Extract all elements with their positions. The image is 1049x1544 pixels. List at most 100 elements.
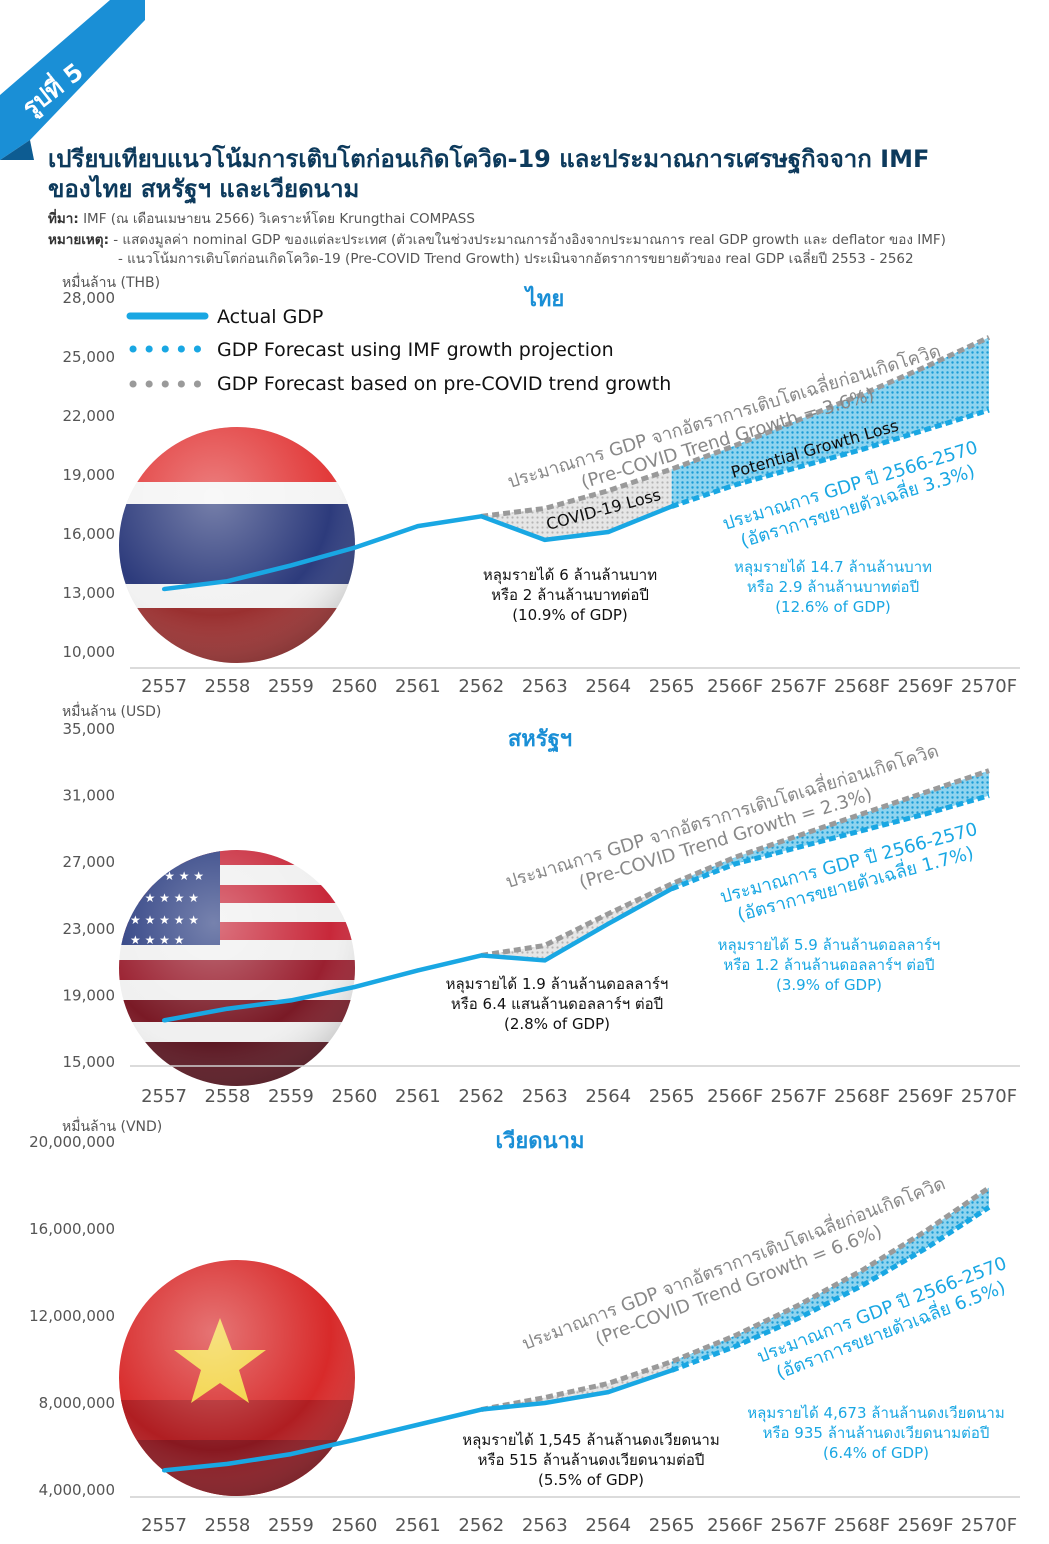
usa-actual-point <box>415 968 420 973</box>
thailand-actual-point <box>415 524 420 529</box>
thailand-y-tick-label: 16,000 <box>63 525 116 543</box>
vietnam-x-tick-label: 2570F <box>961 1515 1017 1536</box>
thailand-x-tick-label: 2568F <box>834 676 890 697</box>
thailand-actual-point <box>352 545 357 550</box>
thailand-x-tick-label: 2558 <box>205 676 251 697</box>
usa-covid-income-loss-text: หลุมรายได้ 1.9 ล้านล้านดอลลาร์ฯ <box>446 975 669 994</box>
thailand-y-axis-label: หมื่นล้าน (THB) <box>62 273 160 291</box>
thailand-x-tick-label: 2559 <box>268 676 314 697</box>
usa-forecast-income-loss-text: หลุมรายได้ 5.9 ล้านล้านดอลลาร์ฯ <box>718 936 941 955</box>
usa-imf-forecast-line <box>670 793 990 892</box>
thailand-x-tick-label: 2569F <box>897 676 953 697</box>
vietnam-x-tick-label: 2562 <box>458 1515 504 1536</box>
vietnam-actual-point <box>479 1407 484 1412</box>
thailand-forecast-income-loss-text: หรือ 2.9 ล้านล้านบาทต่อปี <box>747 578 919 596</box>
vietnam-forecast-income-loss-text: หลุมรายได้ 4,673 ล้านล้านดงเวียดนาม <box>747 1404 1004 1423</box>
usa-covid-income-loss-text: หรือ 6.4 แสนล้านดอลลาร์ฯ ต่อปี <box>451 995 663 1013</box>
vietnam-covid-income-loss-text: หลุมรายได้ 1,545 ล้านล้านดงเวียดนาม <box>462 1431 719 1450</box>
vietnam-x-tick-label: 2563 <box>522 1515 568 1536</box>
vietnam-trend-forecast-line <box>480 1185 991 1412</box>
thailand-imf-forecast-line <box>670 407 990 509</box>
vietnam-x-tick-label: 2566F <box>707 1515 763 1536</box>
vietnam-chart-title: เวียดนาม <box>496 1129 585 1154</box>
usa-y-axis-label: หมื่นล้าน (USD) <box>62 702 161 720</box>
thailand-y-tick-label: 10,000 <box>63 643 116 661</box>
usa-actual-point <box>669 886 674 891</box>
usa-y-tick-label: 31,000 <box>63 787 116 805</box>
usa-y-tick-label: 27,000 <box>63 853 116 871</box>
usa-x-tick-label: 2566F <box>707 1086 763 1107</box>
vietnam-y-tick-label: 4,000,000 <box>39 1481 115 1499</box>
usa-actual-point <box>288 998 293 1003</box>
vietnam-x-tick-label: 2567F <box>771 1515 827 1536</box>
thailand-x-tick-label: 2563 <box>522 676 568 697</box>
legend-trend-label: GDP Forecast based on pre-COVID trend gr… <box>217 373 671 395</box>
source-label: ที่มา: <box>48 211 79 227</box>
vietnam-x-tick-label: 2565 <box>649 1515 695 1536</box>
thailand-potential-loss-area <box>671 337 989 507</box>
thailand-x-tick-label: 2566F <box>707 676 763 697</box>
figure-title: เปรียบเทียบแนวโน้มการเติบโตก่อนเกิดโควิด… <box>48 144 1008 204</box>
vietnam-actual-point <box>352 1437 357 1442</box>
usa-x-tick-label: 2568F <box>834 1086 890 1107</box>
vietnam-y-tick-label: 8,000,000 <box>39 1394 115 1412</box>
thailand-actual-point <box>162 587 166 592</box>
thailand-chart-title: ไทย <box>524 285 564 312</box>
usa-x-tick-label: 2564 <box>585 1086 631 1107</box>
vietnam-x-tick-label: 2564 <box>585 1515 631 1536</box>
vietnam-actual-point <box>415 1422 420 1427</box>
source-text: IMF (ณ เดือนเมษายน 2566) วิเคราะห์โดย Kr… <box>78 211 475 227</box>
usa-actual-point <box>225 1006 230 1011</box>
thailand-covid-income-loss-text: หรือ 2 ล้านล้านบาทต่อปี <box>491 586 649 604</box>
remark-label: หมายเหตุ: <box>48 232 109 248</box>
vietnam-y-tick-label: 12,000,000 <box>29 1307 115 1325</box>
usa-x-tick-label: 2562 <box>458 1086 504 1107</box>
usa-x-tick-label: 2570F <box>961 1086 1017 1107</box>
usa-y-tick-label: 23,000 <box>63 920 116 938</box>
vietnam-actual-point <box>162 1468 166 1473</box>
vietnam-potential-loss-area <box>671 1187 989 1371</box>
vietnam-y-tick-label: 20,000,000 <box>29 1133 115 1151</box>
thailand-x-tick-label: 2557 <box>141 676 187 697</box>
figure-title-line1: เปรียบเทียบแนวโน้มการเติบโตก่อนเกิดโควิด… <box>48 145 930 173</box>
usa-x-tick-label: 2565 <box>649 1086 695 1107</box>
usa-y-tick-label: 35,000 <box>63 720 116 738</box>
usa-actual-point <box>606 921 611 926</box>
vietnam-x-tick-label: 2568F <box>834 1515 890 1536</box>
thailand-x-tick-label: 2565 <box>649 676 695 697</box>
usa-x-tick-label: 2567F <box>771 1086 827 1107</box>
vietnam-x-tick-label: 2560 <box>331 1515 377 1536</box>
thailand-y-tick-label: 13,000 <box>63 584 116 602</box>
usa-actual-point <box>162 1018 166 1023</box>
thailand-flag-sphere <box>119 427 355 663</box>
usa-y-tick-label: 15,000 <box>63 1053 116 1071</box>
usa-x-tick-label: 2560 <box>331 1086 377 1107</box>
remark-note-2: - แนวโน้มการเติบโตก่อนเกิดโควิด-19 (Pre-… <box>118 251 914 267</box>
legend-actual-label: Actual GDP <box>217 306 323 328</box>
usa-chart-title: สหรัฐฯ <box>508 727 572 753</box>
thailand-y-tick-label: 25,000 <box>63 348 116 366</box>
thailand-x-tick-label: 2560 <box>331 676 377 697</box>
vietnam-x-tick-label: 2557 <box>141 1515 187 1536</box>
usa-forecast-income-loss-text: (3.9% of GDP) <box>776 976 882 994</box>
vietnam-forecast-income-loss-text: หรือ 935 ล้านล้านดงเวียดนามต่อปี <box>763 1424 990 1442</box>
vietnam-forecast-income-loss-text: (6.4% of GDP) <box>823 1444 929 1462</box>
usa-covid-loss-area <box>481 883 672 961</box>
usa-x-tick-label: 2563 <box>522 1086 568 1107</box>
usa-actual-point <box>479 953 484 958</box>
vietnam-x-tick-label: 2559 <box>268 1515 314 1536</box>
vietnam-y-tick-label: 16,000,000 <box>29 1220 115 1238</box>
usa-actual-point <box>542 958 547 963</box>
vietnam-actual-point <box>288 1452 293 1457</box>
thailand-x-tick-label: 2564 <box>585 676 631 697</box>
usa-covid-income-loss-text: (2.8% of GDP) <box>504 1015 610 1033</box>
thailand-forecast-income-loss-text: หลุมรายได้ 14.7 ล้านล้านบาท <box>734 558 932 577</box>
vietnam-actual-point <box>542 1401 547 1405</box>
usa-x-tick-label: 2569F <box>897 1086 953 1107</box>
remark-text-1: - แสดงมูลค่า nominal GDP ของแต่ละประเทศ … <box>108 232 946 248</box>
thailand-y-tick-label: 22,000 <box>63 407 116 425</box>
usa-actual-point <box>352 985 357 990</box>
thailand-covid-income-loss-text: หลุมรายได้ 6 ล้านล้านบาท <box>483 566 657 585</box>
legend-imf-label: GDP Forecast using IMF growth projection <box>217 339 614 361</box>
